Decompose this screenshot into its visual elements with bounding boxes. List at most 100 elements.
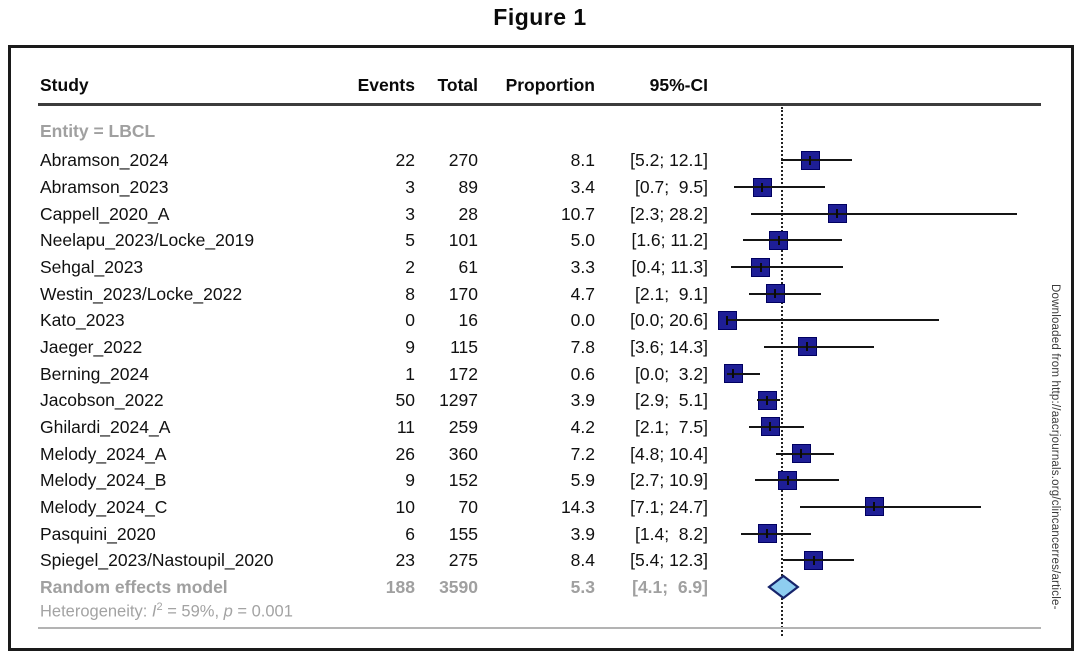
ci-line [764,345,875,348]
ci-value: [0.0; 20.6] [630,310,708,331]
ci-line [750,212,1018,215]
point-estimate-tick [759,262,762,272]
events-value: 2 [405,257,415,277]
ci-line [776,452,835,455]
ci-value: [2.1; 9.1] [635,283,708,304]
ci-line [743,239,843,242]
total-value: 89 [458,177,478,198]
point-estimate-tick [812,555,815,565]
events-value: 1 [405,363,415,384]
ci-value: [1.4; 8.2] [635,523,708,544]
summary-total: 3590 [439,577,478,597]
ci-line [748,425,805,428]
proportion-value: 3.3 [570,257,595,277]
study-name: Melody_2024_C [40,496,168,517]
events-value: 3 [405,177,415,198]
study-name: Melody_2024_A [40,443,167,464]
summary-events: 188 [385,577,415,597]
ci-value: [3.6; 14.3] [630,336,708,357]
heterogeneity-suffix: = 0.001 [232,602,293,621]
ci-line [782,559,854,562]
point-estimate-tick [726,315,728,325]
point-estimate-tick [766,529,769,538]
events-value: 26 [395,443,415,464]
events-value: 5 [405,230,415,251]
ci-value: [0.0; 3.2] [635,363,708,384]
ci-value: [1.6; 11.2] [631,230,708,251]
point-estimate-tick [836,209,839,219]
journal-watermark: Downloaded from http://aacrjournals.org/… [1049,284,1061,610]
study-name: Berning_2024 [40,363,149,384]
proportion-value: 5.0 [570,230,595,251]
proportion-value: 10.7 [560,203,595,224]
column-header-events: Events [357,75,415,95]
ci-value: [0.7; 9.5] [635,177,708,198]
ci-value: [4.8; 10.4] [630,443,708,464]
proportion-value: 7.8 [570,336,595,357]
summary-label: Random effects model [40,577,228,597]
column-header-ci: 95%-CI [649,75,708,95]
point-estimate-tick [800,449,803,459]
heterogeneity-p-symbol: p [223,602,233,621]
study-name: Spiegel_2023/Nastoupil_2020 [40,550,274,571]
ci-line [727,372,760,375]
ci-line [748,292,821,295]
ci-value: [5.2; 12.1] [630,150,708,171]
column-header-proportion: Proportion [505,75,595,95]
events-value: 23 [395,550,415,571]
study-name: Sehgal_2023 [40,257,144,277]
events-value: 6 [405,523,415,544]
events-value: 9 [405,336,415,357]
point-estimate-tick [777,235,780,245]
events-value: 50 [395,390,415,411]
total-value: 61 [458,257,478,277]
point-estimate-tick [732,369,735,379]
ci-line [756,399,780,402]
events-value: 3 [405,203,415,224]
study-name: Westin_2023/Locke_2022 [40,283,243,304]
heterogeneity-prefix: Heterogeneity: [40,602,152,621]
ci-line [731,266,844,268]
proportion-value: 14.3 [560,496,595,517]
events-value: 0 [405,310,415,331]
point-estimate-tick [806,342,809,352]
total-value: 70 [458,496,478,517]
forest-plot-figure: Figure 1 Study Events Total Proportion 9… [8,4,1074,651]
point-estimate-tick [873,502,876,512]
study-name: Jaeger_2022 [40,336,143,357]
proportion-value: 3.9 [570,390,595,411]
proportion-value: 8.4 [570,550,595,571]
point-estimate-tick [769,422,772,432]
study-name: Neelapu_2023/Locke_2019 [40,230,255,251]
ci-line [727,319,940,322]
column-header-total: Total [437,75,478,95]
events-value: 22 [395,150,415,171]
ci-value: [7.1; 24.7] [630,496,708,517]
total-value: 275 [448,550,478,571]
ci-line [754,479,840,482]
study-name: Ghilardi_2024_A [40,416,171,437]
reference-line [780,107,783,636]
figure-title: Figure 1 [493,4,587,30]
proportion-value: 7.2 [570,443,595,464]
ci-value: [2.9; 5.1] [635,390,708,411]
summary-diamond [767,574,800,600]
summary-proportion: 5.3 [570,577,595,597]
events-value: 8 [405,283,415,304]
summary-diamond-shape [767,574,800,600]
total-value: 172 [448,363,478,384]
figure-border-box [8,45,1074,651]
subgroup-label: Entity = LBCL [40,121,156,141]
heterogeneity-note: Heterogeneity: I2 = 59%, p = 0.001 [40,601,293,622]
ci-value: [2.3; 28.2] [630,203,708,224]
point-estimate-tick [761,182,764,192]
ci-value: [0.4; 11.3] [631,257,708,277]
bottom-rule [38,627,1041,629]
study-name: Melody_2024_B [40,470,167,491]
ci-line [780,159,852,162]
heterogeneity-mid: = 59%, [162,602,224,621]
study-name: Jacobson_2022 [40,390,164,411]
ci-line [741,532,812,535]
ci-value: [2.1; 7.5] [635,416,708,437]
point-estimate-tick [766,395,769,405]
